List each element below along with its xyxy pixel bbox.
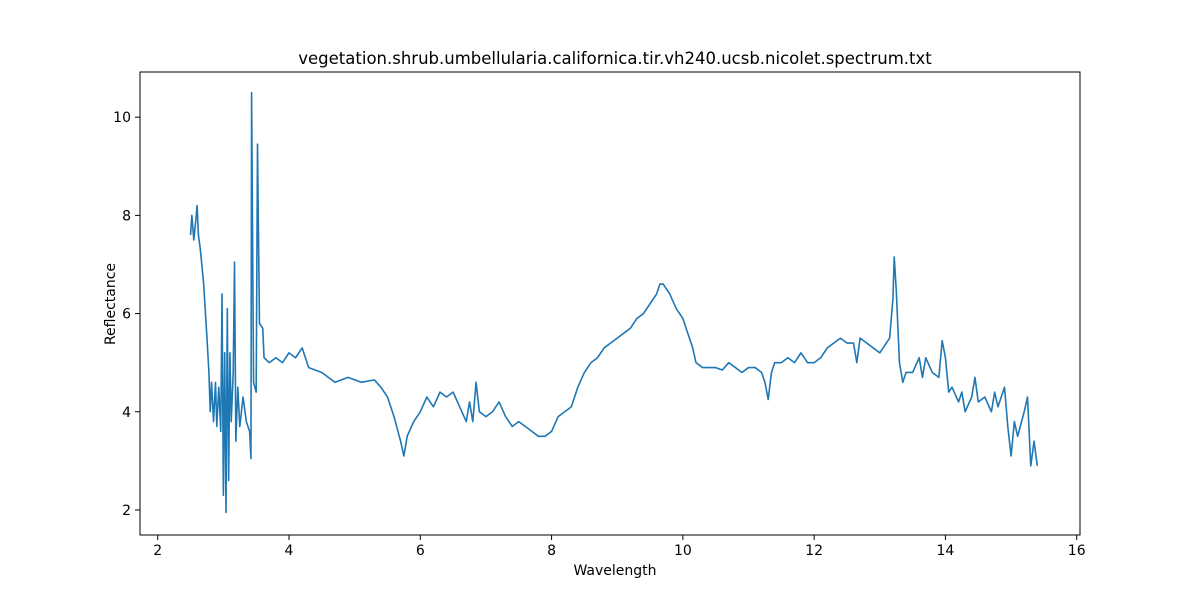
spectrum-line: [189, 91, 1039, 514]
plot-frame: [139, 71, 1081, 536]
x-tick-label: 8: [547, 543, 556, 559]
y-axis-label: Reflectance: [103, 263, 119, 345]
y-tick-label: 8: [122, 208, 131, 224]
x-tick-label: 12: [805, 543, 823, 559]
x-tick-label: 10: [674, 543, 692, 559]
x-tick-label: 2: [153, 543, 162, 559]
y-tick-label: 2: [122, 503, 131, 519]
x-tick-label: 4: [285, 543, 294, 559]
y-tick-label: 10: [113, 110, 131, 126]
chart-title: vegetation.shrub.umbellularia.californic…: [298, 49, 932, 68]
x-tick-label: 14: [937, 543, 955, 559]
x-tick-label: 6: [416, 543, 425, 559]
x-axis-label: Wavelength: [573, 563, 656, 579]
y-tick-label: 4: [122, 405, 131, 421]
x-tick-label: 16: [1068, 543, 1086, 559]
y-tick-label: 6: [122, 307, 131, 323]
